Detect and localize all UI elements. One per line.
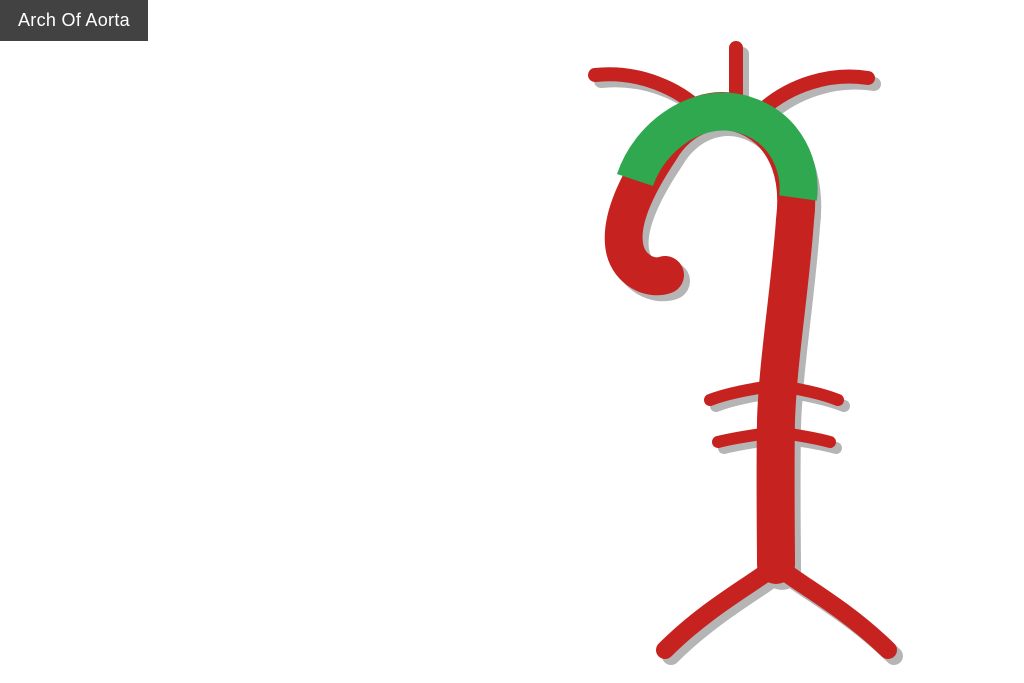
label-text: Arch Of Aorta <box>18 10 130 30</box>
diagram-canvas: Arch Of Aorta <box>0 0 1024 683</box>
artery-bifurcation-right <box>776 565 888 650</box>
artery-bifurcation-left <box>665 565 776 650</box>
aorta-figure <box>0 0 1024 683</box>
label-arch-of-aorta: Arch Of Aorta <box>0 0 148 41</box>
